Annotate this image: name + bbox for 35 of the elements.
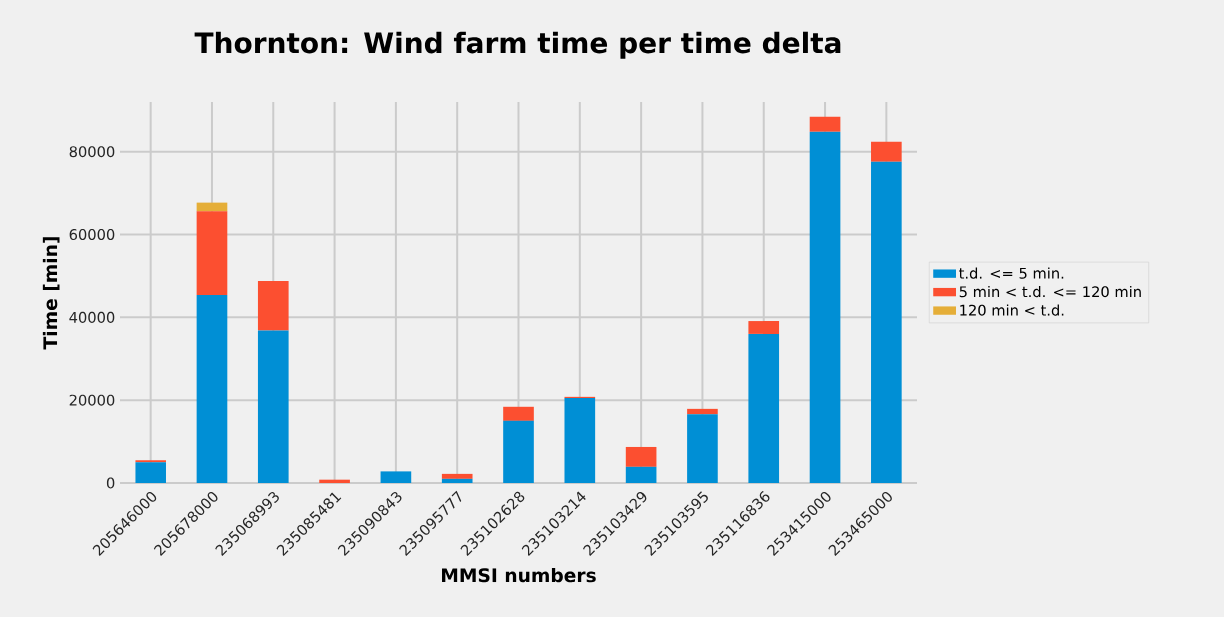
x-axis-title: MMSI numbers — [442, 567, 596, 583]
y-axis-title: Time [min] — [42, 237, 60, 350]
legend-label: t.d. <= 5 min. — [959, 267, 1064, 279]
y-tick-label: 40000 — [69, 311, 115, 323]
bar — [135, 462, 166, 483]
bar — [748, 333, 780, 483]
bar — [687, 414, 718, 483]
y-tick-label: 60000 — [69, 228, 115, 241]
bar — [748, 321, 780, 334]
bar — [257, 330, 289, 483]
bar — [687, 408, 718, 415]
bar — [503, 406, 534, 421]
bar — [809, 131, 841, 483]
bar — [503, 420, 534, 483]
legend-label: 5 min < t.d. <= 120 min — [959, 285, 1141, 298]
y-tick-label: 20000 — [69, 394, 115, 406]
bar — [625, 466, 657, 483]
bar — [441, 473, 473, 479]
bar — [135, 460, 166, 463]
bar — [257, 280, 289, 331]
bar — [196, 294, 228, 483]
bar — [564, 398, 596, 483]
y-tick-label: 0 — [106, 477, 115, 489]
bar — [625, 446, 657, 467]
chart-title: Thornton: Wind farm time per time delta — [194, 31, 841, 59]
bar — [196, 202, 228, 212]
bar — [319, 479, 350, 483]
bar — [196, 211, 228, 295]
bar — [380, 471, 412, 483]
bar — [441, 478, 473, 483]
bar — [871, 141, 902, 162]
bar — [871, 161, 902, 483]
legend-label: 120 min < t.d. — [960, 304, 1064, 316]
bar — [809, 116, 841, 132]
y-tick-label: 80000 — [69, 146, 115, 158]
